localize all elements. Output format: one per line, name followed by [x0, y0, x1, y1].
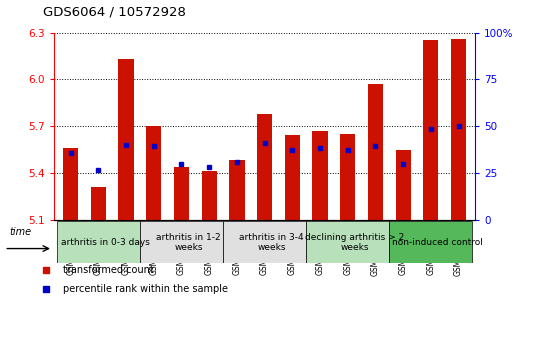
Bar	[140, 221, 223, 263]
Bar	[389, 221, 472, 263]
Text: transformed count: transformed count	[63, 265, 153, 276]
Bar	[201, 171, 217, 220]
Bar	[146, 126, 161, 220]
Bar	[91, 187, 106, 220]
Text: declining arthritis > 2
weeks: declining arthritis > 2 weeks	[305, 233, 404, 252]
Bar	[257, 114, 272, 220]
Text: arthritis in 0-3 days: arthritis in 0-3 days	[61, 238, 150, 247]
Text: GDS6064 / 10572928: GDS6064 / 10572928	[43, 5, 186, 18]
Bar	[423, 40, 438, 220]
Text: non-induced control: non-induced control	[393, 238, 483, 247]
Bar	[57, 221, 140, 263]
Bar	[395, 150, 411, 220]
Bar	[368, 84, 383, 220]
Bar	[451, 39, 466, 220]
Text: arthritis in 1-2
weeks: arthritis in 1-2 weeks	[156, 233, 221, 252]
Bar	[313, 131, 328, 220]
Text: percentile rank within the sample: percentile rank within the sample	[63, 284, 228, 294]
Bar	[118, 59, 134, 220]
Text: time: time	[10, 227, 32, 237]
Bar	[340, 134, 355, 220]
Bar	[306, 221, 389, 263]
Text: arthritis in 3-4
weeks: arthritis in 3-4 weeks	[239, 233, 304, 252]
Bar	[285, 135, 300, 220]
Bar	[63, 148, 78, 220]
Bar	[174, 167, 189, 220]
Bar	[230, 160, 245, 220]
Bar	[223, 221, 306, 263]
